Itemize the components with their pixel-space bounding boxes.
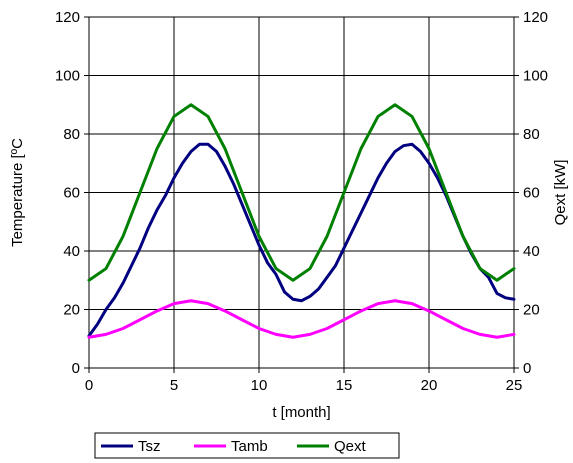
y-tick-label: 0: [72, 360, 80, 377]
legend-label-qext: Qext: [334, 438, 367, 455]
series-lines: [89, 105, 514, 338]
x-tick-label: 25: [506, 377, 523, 394]
y2-tick-label: 100: [523, 68, 548, 85]
series-line-tamb: [89, 301, 514, 338]
y-tick-label: 60: [63, 185, 80, 202]
y2-axis-label: Qext [kW]: [552, 160, 569, 226]
x-tick-label: 20: [421, 377, 438, 394]
y2-tick-label: 40: [523, 243, 540, 260]
x-tick-label: 0: [85, 377, 93, 394]
x-axis-label: t [month]: [272, 404, 330, 421]
y-tick-label: 120: [55, 9, 80, 26]
y-tick-label: 80: [63, 126, 80, 143]
y2-tick-label: 0: [523, 360, 531, 377]
y-tick-label: 40: [63, 243, 80, 260]
y2-tick-label: 120: [523, 9, 548, 26]
y-tick-label: 100: [55, 68, 80, 85]
legend-label-tsz: Tsz: [138, 438, 161, 455]
y-tick-label: 20: [63, 302, 80, 319]
legend-label-tamb: Tamb: [231, 438, 268, 455]
series-line-tsz: [89, 144, 514, 336]
legend: Tsz Tamb Qext: [95, 433, 399, 458]
y2-tick-label: 20: [523, 302, 540, 319]
y-axis-label: Temperature [ºC: [9, 138, 26, 247]
x-tick-label: 10: [251, 377, 268, 394]
grid: [89, 17, 514, 368]
y2-tick-label: 80: [523, 126, 540, 143]
x-tick-label: 15: [336, 377, 353, 394]
y2-tick-label: 60: [523, 185, 540, 202]
x-tick-label: 5: [170, 377, 178, 394]
